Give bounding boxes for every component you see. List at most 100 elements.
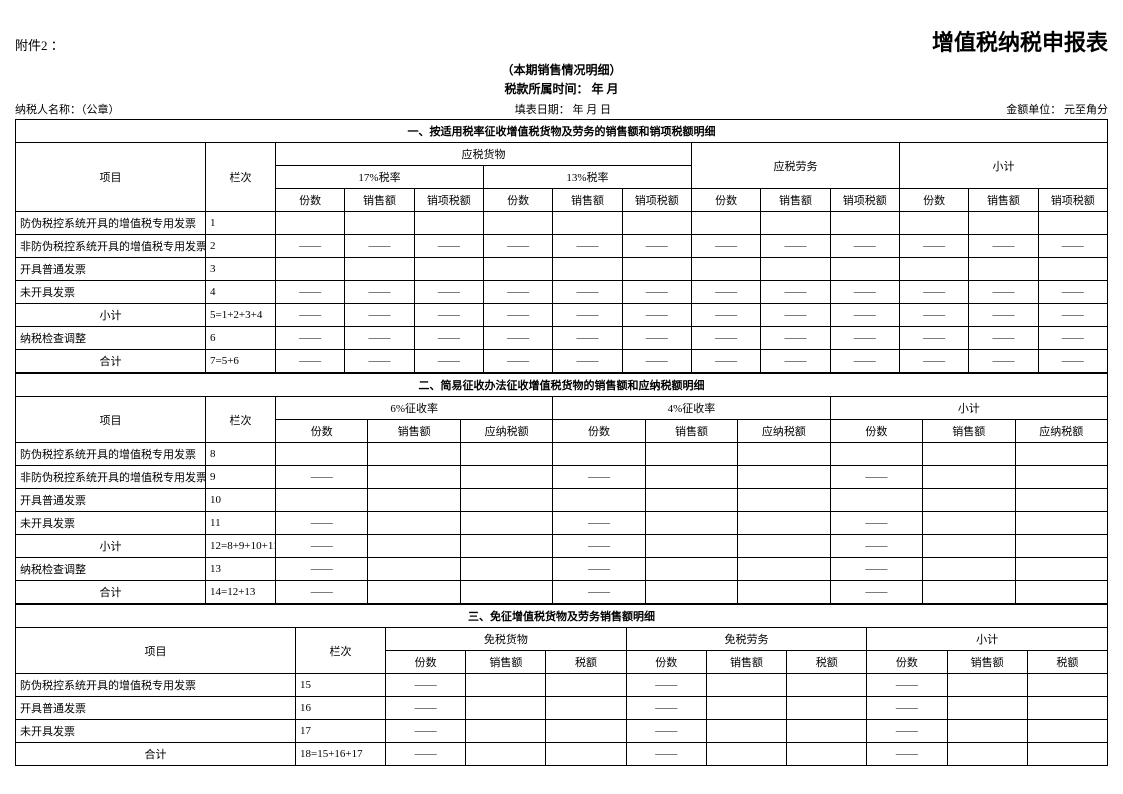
cell: —— [1038,304,1107,327]
cell [368,581,460,604]
main-title: 增值税纳税申报表 [932,25,1108,57]
cell: —— [414,304,483,327]
section2-title: 二、简易征收办法征收增值税货物的销售额和应纳税额明细 [16,374,1108,397]
cell: —— [969,235,1038,258]
cell: —— [276,327,345,350]
h-fen: 份数 [276,420,368,443]
cell [969,258,1038,281]
cell: —— [622,281,691,304]
cell [483,212,552,235]
section1-title: 一、按适用税率征收增值税货物及劳务的销售额和销项税额明细 [16,120,1108,143]
rate-17: 17%税率 [276,166,484,189]
section2-table: 二、简易征收办法征收增值税货物的销售额和应纳税额明细 项目 栏次 6%征收率 4… [15,373,1108,604]
cell: —— [345,304,414,327]
cell [738,558,830,581]
cell [899,212,968,235]
cell [787,674,867,697]
cell: —— [1038,350,1107,373]
h-fen: 份数 [867,651,947,674]
rate-4: 4%征收率 [553,397,830,420]
table-row: 纳税检查调整13—————— [16,558,1108,581]
cell: —— [345,235,414,258]
cell: —— [345,327,414,350]
h-sale: 销售额 [947,651,1027,674]
cell: —— [867,720,947,743]
cell: —— [553,558,645,581]
col-subtotal: 小计 [899,143,1107,189]
cell: —— [276,304,345,327]
cell [691,258,760,281]
row-lan: 17 [296,720,386,743]
cell: —— [830,350,899,373]
row-lan: 13 [206,558,276,581]
cell [738,512,830,535]
row-lan: 12=8+9+10+11 [206,535,276,558]
cell [276,258,345,281]
cell: —— [1038,327,1107,350]
row-item: 合计 [16,581,206,604]
h-fen: 份数 [386,651,466,674]
row-lan: 5=1+2+3+4 [206,304,276,327]
cell [414,258,483,281]
cell: —— [553,235,622,258]
cell: —— [483,281,552,304]
section1-table: 一、按适用税率征收增值税货物及劳务的销售额和销项税额明细 项目 栏次 应税货物 … [15,119,1108,373]
col-lan: 栏次 [296,628,386,674]
cell: —— [553,581,645,604]
h-tax: 税额 [787,651,867,674]
h-sale: 销售额 [923,420,1015,443]
cell [622,258,691,281]
cell: —— [761,327,830,350]
row-lan: 4 [206,281,276,304]
cell [553,443,645,466]
cell [368,512,460,535]
cell [345,212,414,235]
cell [645,581,737,604]
cell: —— [622,327,691,350]
h-fen: 份数 [483,189,552,212]
cell [706,674,786,697]
cell: —— [622,235,691,258]
row-item: 开具普通发票 [16,489,206,512]
row-lan: 3 [206,258,276,281]
cell [923,489,1015,512]
h-tax: 应纳税额 [1015,420,1108,443]
cell [553,489,645,512]
row-item: 纳税检查调整 [16,558,206,581]
table-row: 防伪税控系统开具的增值税专用发票1 [16,212,1108,235]
cell [460,466,552,489]
cell: —— [691,350,760,373]
cell: —— [867,697,947,720]
col-goods: 应税货物 [276,143,692,166]
cell [787,697,867,720]
unit-label: 金额单位： 元至角分 [1006,101,1108,117]
cell: —— [899,350,968,373]
cell: —— [386,674,466,697]
cell: —— [276,581,368,604]
col-subtotal: 小计 [830,397,1107,420]
h-sale: 销售额 [706,651,786,674]
table-row: 防伪税控系统开具的增值税专用发票8 [16,443,1108,466]
cell [645,535,737,558]
col-item: 项目 [16,143,206,212]
cell: —— [483,235,552,258]
cell [466,720,546,743]
cell [414,212,483,235]
cell [830,443,922,466]
cell: —— [969,350,1038,373]
cell: —— [867,674,947,697]
cell: —— [553,304,622,327]
cell [460,512,552,535]
cell: —— [553,535,645,558]
cell: —— [830,466,922,489]
cell [1027,720,1107,743]
cell: —— [414,350,483,373]
taxpayer-name-label: 纳税人名称：（公章） [15,101,120,117]
cell [830,212,899,235]
h-sale: 销售额 [761,189,830,212]
cell: —— [553,512,645,535]
table-row: 非防伪税控系统开具的增值税专用发票2——————————————————————… [16,235,1108,258]
h-sale: 销售额 [553,189,622,212]
cell: —— [830,281,899,304]
rate-6: 6%征收率 [276,397,553,420]
